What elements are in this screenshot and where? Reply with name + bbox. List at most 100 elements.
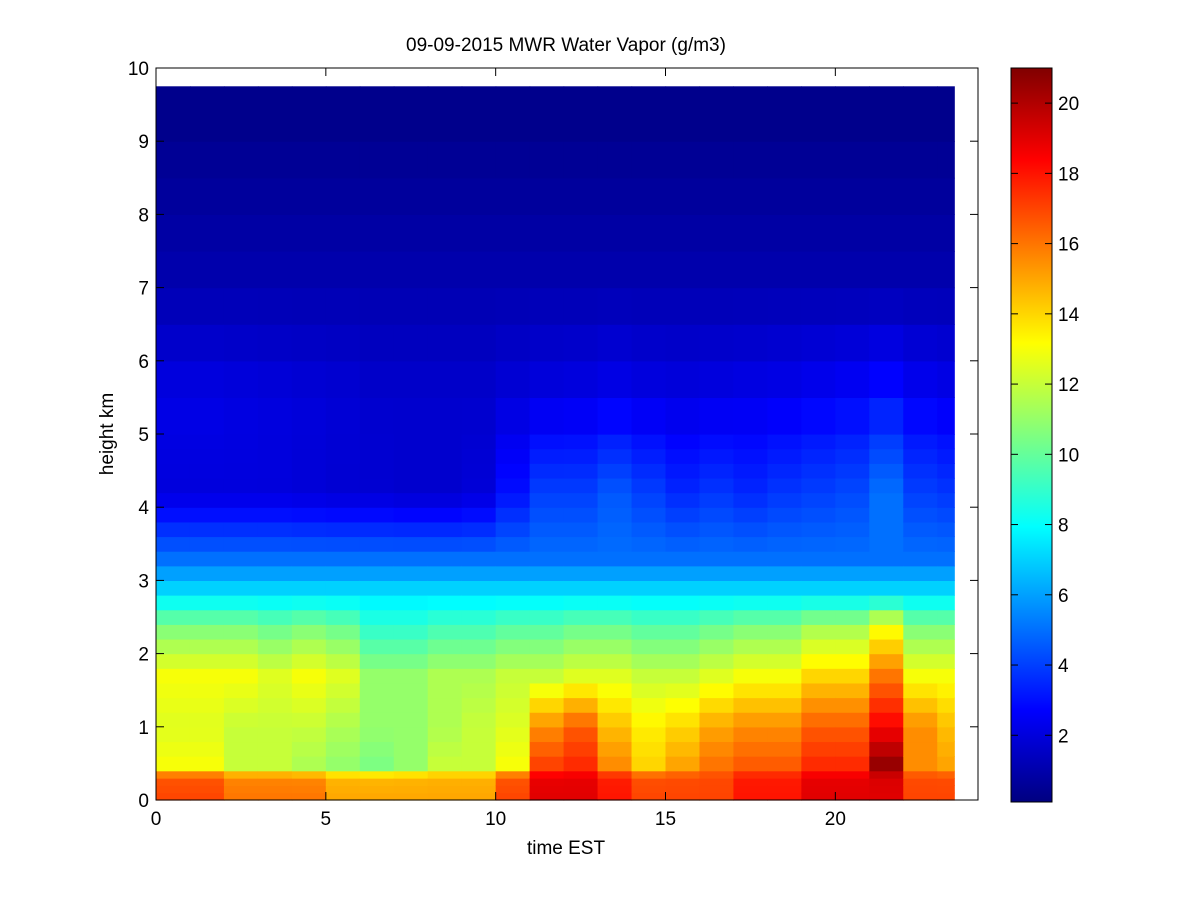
heatmap-cell — [665, 86, 701, 142]
heatmap-cell — [495, 551, 531, 567]
heatmap-cell — [325, 86, 361, 142]
heatmap-cell — [291, 792, 327, 801]
heatmap-cell — [869, 324, 904, 362]
heatmap-cell — [869, 638, 904, 655]
heatmap-cell — [257, 477, 293, 494]
heatmap-cell — [699, 653, 735, 669]
heatmap-cell — [563, 770, 599, 779]
y-ticks: 0 1 2 3 4 5 6 7 8 9 10 — [128, 59, 978, 812]
heatmap-cell — [223, 624, 259, 640]
heatmap-cell — [291, 653, 327, 669]
heatmap-cell — [189, 741, 225, 757]
heatmap-cell — [767, 397, 802, 435]
heatmap-cell — [903, 580, 938, 596]
heatmap-cell — [427, 756, 463, 772]
heatmap-cell — [461, 507, 497, 523]
heatmap-cell — [937, 551, 955, 567]
heatmap-cell — [291, 434, 327, 450]
heatmap-cell — [631, 360, 667, 398]
heatmap-cell — [189, 360, 225, 398]
heatmap-cell — [427, 507, 463, 523]
heatmap-cell — [325, 741, 361, 757]
heatmap-cell — [869, 726, 904, 743]
heatmap-cell — [631, 141, 667, 179]
heatmap-cell — [665, 507, 701, 523]
heatmap-cell — [903, 287, 938, 325]
heatmap-cell — [359, 463, 395, 479]
heatmap-cell — [156, 638, 191, 655]
heatmap-cell — [495, 324, 531, 362]
heatmap-cell — [359, 741, 395, 757]
heatmap-cell — [835, 609, 870, 625]
heatmap-cell — [156, 778, 191, 786]
heatmap-cell — [767, 785, 802, 794]
heatmap-cell — [903, 565, 938, 581]
heatmap-cell — [869, 434, 904, 450]
heatmap-cell — [393, 668, 429, 684]
heatmap-cell — [291, 463, 327, 479]
heatmap-cell — [869, 536, 904, 552]
heatmap-cell — [257, 792, 293, 801]
heatmap-cell — [767, 624, 802, 640]
heatmap-cell — [223, 448, 259, 464]
heatmap-cell — [563, 141, 599, 179]
heatmap-cell — [325, 463, 361, 479]
heatmap-cell — [665, 477, 701, 494]
x-tick-label: 5 — [321, 809, 332, 830]
heatmap-cell — [257, 595, 293, 611]
heatmap-cell — [156, 682, 191, 699]
heatmap-cell — [631, 668, 667, 684]
heatmap-cell — [325, 177, 361, 215]
colorbar-tick-label: 6 — [1058, 586, 1069, 607]
heatmap-cell — [189, 770, 225, 779]
heatmap-cell — [495, 565, 531, 581]
heatmap-cell — [427, 360, 463, 398]
heatmap-cell — [869, 551, 904, 567]
heatmap-cell — [903, 86, 938, 142]
heatmap-cell — [903, 536, 938, 552]
heatmap-cell — [937, 668, 955, 684]
heatmap-cell — [291, 141, 327, 179]
heatmap-cell — [223, 251, 259, 289]
heatmap-cell — [733, 324, 769, 362]
heatmap-cell — [427, 682, 463, 699]
heatmap-cell — [291, 697, 327, 713]
heatmap-cell — [495, 251, 531, 289]
heatmap-cell — [223, 177, 259, 215]
heatmap-cell — [189, 609, 225, 625]
heatmap-cell — [903, 492, 938, 508]
heatmap-cell — [903, 214, 938, 252]
heatmap-cell — [156, 324, 191, 362]
heatmap-cell — [767, 287, 802, 325]
heatmap-cell — [325, 792, 361, 801]
heatmap-cell — [291, 507, 327, 523]
heatmap-cell — [325, 778, 361, 786]
heatmap-cell — [563, 448, 599, 464]
heatmap-cell — [869, 397, 904, 435]
heatmap-cell — [461, 251, 497, 289]
heatmap-cell — [767, 770, 802, 779]
heatmap-cell — [257, 580, 293, 596]
heatmap-cell — [903, 770, 938, 779]
heatmap-cell — [189, 682, 225, 699]
heatmap-cell — [223, 726, 259, 743]
heatmap-cell — [529, 770, 565, 779]
heatmap-cell — [767, 492, 802, 508]
heatmap-cell — [869, 507, 904, 523]
heatmap-cell — [835, 397, 870, 435]
heatmap-cell — [801, 756, 836, 772]
heatmap-cell — [631, 712, 667, 728]
heatmap-cell — [937, 565, 955, 581]
heatmap-cell — [903, 682, 938, 699]
heatmap-cell — [835, 638, 870, 655]
heatmap-cell — [325, 214, 361, 252]
heatmap-cell — [937, 251, 955, 289]
heatmap-cell — [529, 360, 565, 398]
heatmap-cell — [325, 682, 361, 699]
colorbar-tick-label: 10 — [1058, 445, 1079, 466]
heatmap-cell — [869, 624, 904, 640]
heatmap-cell — [563, 214, 599, 252]
heatmap-cell — [631, 653, 667, 669]
heatmap-cell — [427, 251, 463, 289]
heatmap-cell — [291, 214, 327, 252]
